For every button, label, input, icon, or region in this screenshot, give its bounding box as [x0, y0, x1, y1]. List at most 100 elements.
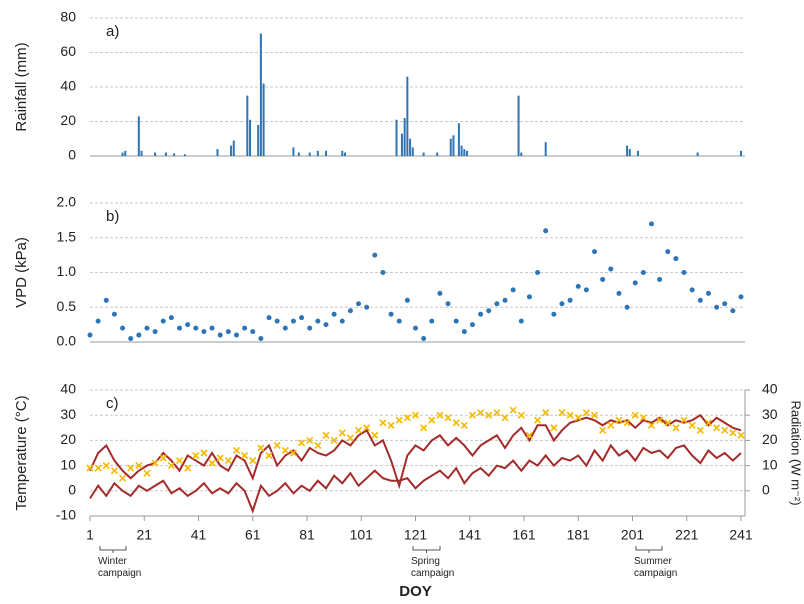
y-tick-label: 60 [60, 43, 76, 59]
x-tick-label: 201 [621, 527, 645, 543]
point [689, 287, 695, 293]
point [315, 318, 321, 324]
y2-tick-label: 10 [762, 456, 778, 472]
y-axis-label: Rainfall (mm) [13, 42, 30, 131]
point [144, 325, 150, 331]
point [258, 336, 264, 342]
bar [154, 152, 157, 156]
bar [262, 83, 265, 156]
point [128, 336, 134, 342]
point [364, 304, 370, 310]
point [111, 311, 117, 317]
point [722, 301, 728, 307]
point [665, 249, 671, 255]
marker [656, 416, 664, 424]
marker [265, 451, 273, 460]
point [559, 301, 565, 307]
marker [159, 454, 167, 462]
marker [468, 411, 477, 419]
x-tick-label: 1 [86, 527, 94, 543]
y-tick-label: 30 [60, 406, 76, 422]
marker [493, 409, 501, 417]
marker [330, 436, 338, 444]
marker [298, 439, 306, 447]
bar [411, 147, 414, 156]
marker [306, 436, 314, 444]
x-tick-label: 161 [512, 527, 536, 543]
y-tick-label: 0.0 [57, 333, 77, 349]
point [445, 301, 451, 307]
marker [314, 441, 322, 450]
campaign-bracket [412, 546, 441, 553]
marker [485, 411, 493, 419]
point [526, 294, 532, 300]
bar [740, 150, 742, 156]
point [323, 322, 329, 328]
point [705, 290, 711, 296]
line [89, 443, 742, 514]
y-tick-label: 2.0 [57, 194, 77, 210]
point [136, 332, 142, 338]
marker [387, 421, 395, 429]
point [616, 290, 622, 296]
x-axis-label: DOY [399, 583, 432, 600]
point [396, 318, 402, 324]
bar [460, 145, 463, 156]
marker [680, 416, 688, 424]
point [201, 329, 207, 335]
marker [590, 411, 599, 419]
marker [249, 456, 257, 465]
y2-tick-label: 20 [762, 431, 778, 447]
bar [517, 95, 520, 156]
point [453, 318, 459, 324]
marker [737, 431, 745, 439]
marker [533, 416, 542, 424]
campaign-bracket [99, 546, 127, 553]
point [648, 221, 654, 227]
point [551, 311, 557, 317]
campaign-label: Winter campaign [98, 556, 142, 579]
marker [216, 454, 224, 462]
point [478, 311, 484, 317]
marker [289, 449, 298, 457]
point [120, 325, 126, 331]
bar [249, 119, 252, 156]
bar [324, 150, 327, 156]
marker [428, 416, 436, 424]
bar [457, 123, 460, 156]
bar [259, 33, 262, 156]
bar [232, 140, 235, 156]
point [177, 325, 183, 331]
bar [406, 76, 409, 156]
marker [599, 426, 607, 434]
x-tick-label: 61 [245, 527, 261, 543]
bar [696, 152, 699, 156]
bar [140, 150, 143, 156]
point [95, 318, 101, 324]
bar [626, 145, 629, 156]
marker [721, 426, 729, 434]
marker [371, 431, 379, 439]
marker [509, 406, 517, 414]
marker [550, 424, 558, 432]
bar [164, 152, 167, 156]
bar [124, 150, 127, 156]
marker [420, 424, 428, 432]
point [657, 276, 663, 282]
point [152, 329, 158, 335]
y-axis-label: Temperature (°C) [13, 395, 30, 510]
bar [343, 152, 346, 156]
marker [525, 431, 533, 439]
marker [86, 464, 94, 472]
bar [628, 149, 631, 156]
point [103, 297, 109, 303]
bar [636, 150, 639, 156]
point [347, 308, 353, 314]
y2-axis-label: Radiation (W m⁻²) [789, 400, 804, 505]
marker [517, 411, 525, 419]
bar [257, 124, 260, 156]
marker [574, 414, 582, 422]
bar [137, 116, 140, 156]
marker [281, 446, 289, 455]
